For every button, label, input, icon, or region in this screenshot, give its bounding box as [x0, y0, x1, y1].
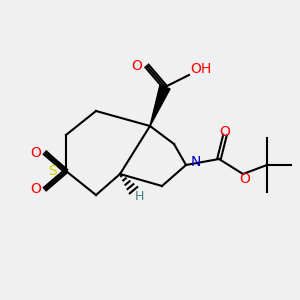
Text: H: H — [135, 190, 144, 203]
Text: N: N — [190, 155, 201, 169]
Text: O: O — [132, 59, 142, 73]
Text: O: O — [31, 182, 41, 196]
Text: S: S — [48, 164, 57, 178]
Text: O: O — [31, 146, 41, 160]
Text: O: O — [239, 172, 250, 186]
Text: O: O — [220, 125, 230, 139]
Text: OH: OH — [190, 62, 212, 76]
Polygon shape — [150, 85, 170, 126]
